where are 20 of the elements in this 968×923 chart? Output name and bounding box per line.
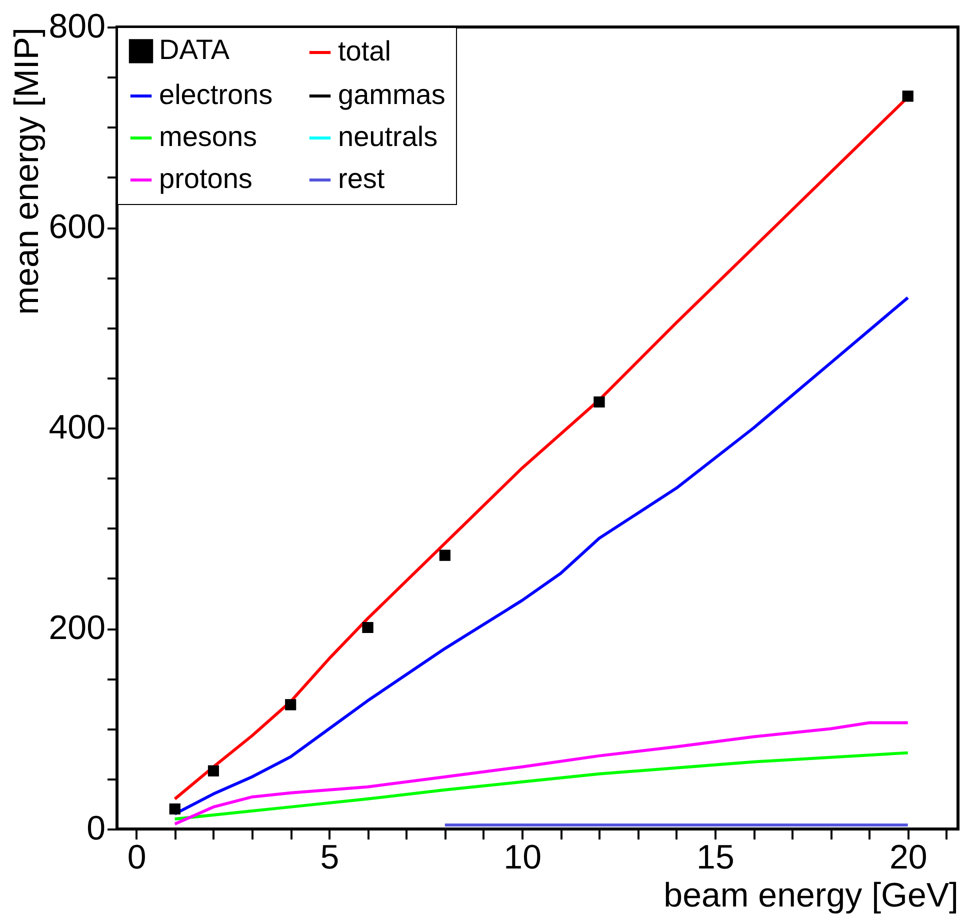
legend-label: total <box>338 36 391 66</box>
y-axis-title: mean energy [MIP] <box>8 28 46 315</box>
y-tick-label: 200 <box>48 609 106 647</box>
legend-label: gammas <box>338 79 446 110</box>
legend-label: mesons <box>159 121 258 152</box>
legend-label: electrons <box>159 79 273 110</box>
legend-label: rest <box>338 163 385 194</box>
y-tick-label: 800 <box>48 8 106 46</box>
x-tick-label: 10 <box>504 838 542 876</box>
x-tick-label: 0 <box>127 838 146 876</box>
legend-label: neutrals <box>338 121 438 152</box>
x-tick-label: 20 <box>889 838 928 876</box>
legend-label: protons <box>159 163 252 194</box>
legend-label: DATA <box>159 34 230 66</box>
x-tick-label: 5 <box>320 838 340 876</box>
y-tick-label: 0 <box>86 810 106 848</box>
x-axis-title: beam energy [GeV] <box>664 876 958 914</box>
x-tick-label: 15 <box>696 838 734 876</box>
y-tick-label: 600 <box>48 208 106 246</box>
y-tick-label: 400 <box>48 408 106 446</box>
